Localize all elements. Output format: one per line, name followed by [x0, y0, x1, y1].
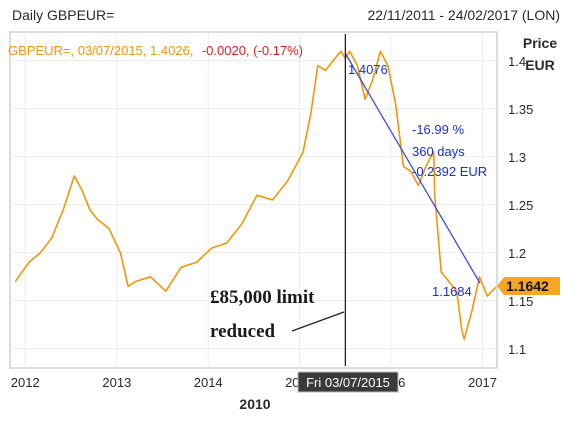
y-tick-label: 1.25 — [508, 198, 533, 213]
y-axis-title-eur: EUR — [525, 57, 555, 73]
annotation-pointer — [291, 311, 345, 332]
crosshair-date-label: Fri 03/07/2015 — [306, 375, 390, 390]
trendline — [344, 53, 481, 284]
x-axis-sub-label: 2010 — [239, 396, 270, 412]
y-tick-label: 1.35 — [508, 102, 533, 117]
y-tick-label: 1.2 — [508, 246, 526, 261]
last-price-value: 1.1642 — [506, 278, 549, 294]
last-price-badge: 1.1642 — [497, 277, 560, 295]
x-tick-label: 2013 — [102, 375, 131, 390]
grid-lines — [10, 32, 497, 368]
series-legend-values: GBPEUR=, 03/07/2015, 1.4026, — [8, 43, 193, 58]
trendline-start-label: 1.4076 — [348, 62, 388, 77]
trendline-end-label: 1.1684 — [432, 284, 472, 299]
annotation-line1: £85,000 limit — [210, 287, 315, 308]
y-tick-label: 1.3 — [508, 150, 526, 165]
x-tick-label: 2014 — [194, 375, 223, 390]
plot-area[interactable] — [9, 31, 498, 369]
x-tick-label: 2017 — [468, 375, 497, 390]
y-tick-label: 1.4 — [508, 54, 526, 69]
series-legend: GBPEUR=, 03/07/2015, 1.4026, -0.0020, (-… — [8, 42, 303, 59]
y-axis-ticks: 1.4 1.35 1.3 1.25 1.2 1.15 1.1 — [508, 54, 533, 357]
y-tick-label: 1.1 — [508, 342, 526, 357]
trendline-pct-change: -16.99 % — [412, 122, 464, 137]
trendline-duration: 360 days — [412, 144, 465, 159]
x-axis-ticks: 201220132014201520162017 — [11, 375, 497, 390]
crosshair-date-tooltip: Fri 03/07/2015 — [297, 371, 399, 393]
x-tick-label: 2012 — [11, 375, 40, 390]
trendline-abs-change: -0.2392 EUR — [412, 164, 487, 179]
series-legend-change: -0.0020, (-0.17%) — [202, 43, 303, 58]
date-range: 22/11/2011 - 24/02/2017 (LON) — [368, 7, 561, 23]
annotation-line2: reduced — [210, 321, 276, 342]
series-line-gbpeur — [14, 50, 497, 340]
chart-title: Daily GBPEUR= — [12, 7, 114, 23]
y-axis-title-price: Price — [523, 35, 557, 51]
y-tick-label: 1.15 — [508, 294, 533, 309]
